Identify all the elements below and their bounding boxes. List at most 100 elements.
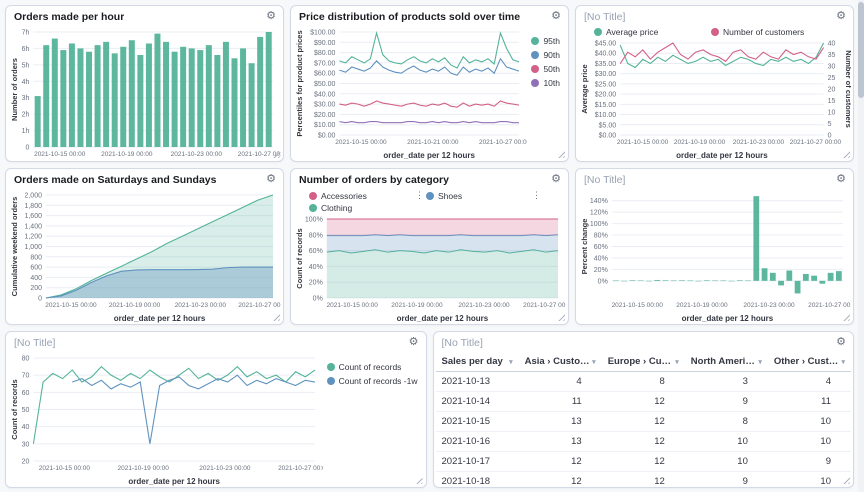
resize-handle[interactable] bbox=[841, 149, 850, 158]
legend-item[interactable]: Number of customers bbox=[711, 27, 828, 37]
svg-text:5: 5 bbox=[828, 121, 832, 128]
scrollbar-track[interactable] bbox=[858, 0, 864, 492]
svg-text:100%: 100% bbox=[305, 217, 323, 224]
table-row[interactable]: 2021-10-17 12 12 10 9 bbox=[435, 451, 851, 472]
svg-text:2021-10-27 00:00: 2021-10-27 00:00 bbox=[523, 302, 566, 309]
svg-text:120%: 120% bbox=[590, 210, 608, 217]
panel-sales-table: [No Title] ⚙ Sales per day ▾ Asia › Custom… bbox=[432, 331, 854, 488]
column-header[interactable]: Sales per day ▾ bbox=[435, 352, 519, 372]
column-header[interactable]: Europe › Customer count▾ bbox=[601, 352, 685, 372]
value-cell: 12 bbox=[518, 471, 602, 487]
resize-handle[interactable] bbox=[556, 312, 565, 321]
panel-title: [No Title] bbox=[584, 174, 626, 186]
svg-text:2021-10-27 00:00: 2021-10-27 00:00 bbox=[790, 139, 842, 146]
panel-title[interactable]: Number of orders by category bbox=[299, 174, 449, 186]
legend-label: 10th bbox=[543, 78, 560, 88]
column-header[interactable]: Other › Customer count▾ bbox=[767, 352, 851, 372]
gear-icon[interactable]: ⚙ bbox=[551, 10, 561, 22]
resize-handle[interactable] bbox=[271, 149, 280, 158]
percent-change-chart[interactable]: 0% 20% 40% 60% 80% 100% 120% 140% 2021-10-15 00:… bbox=[576, 188, 853, 324]
legend-dot-icon bbox=[531, 65, 540, 73]
legend-label: Average price bbox=[606, 27, 659, 37]
gear-icon[interactable]: ⚙ bbox=[266, 10, 276, 22]
legend-item[interactable]: 95th bbox=[531, 36, 560, 46]
x-axis-title: order_date per 12 hours bbox=[383, 151, 475, 160]
svg-text:0: 0 bbox=[38, 296, 42, 303]
sort-caret-icon[interactable]: ▾ bbox=[758, 358, 762, 366]
svg-text:$20.00: $20.00 bbox=[595, 92, 617, 99]
panel-title[interactable]: Orders made per hour bbox=[14, 11, 125, 23]
kebab-menu-icon[interactable]: ⋮ bbox=[532, 190, 542, 200]
panel-title[interactable]: Price distribution of products sold over… bbox=[299, 11, 521, 23]
svg-text:$10.00: $10.00 bbox=[314, 122, 336, 129]
value-cell: 3 bbox=[684, 371, 768, 392]
scrollbar-thumb[interactable] bbox=[858, 2, 864, 98]
svg-text:70: 70 bbox=[22, 373, 30, 380]
legend-item[interactable]: 90th bbox=[531, 50, 560, 60]
orders-by-category-chart[interactable]: Accessories ⋮ Shoes ⋮ Clothing 0% 20% 40% 60% 80%… bbox=[291, 188, 568, 324]
svg-text:100%: 100% bbox=[590, 221, 608, 228]
series-group bbox=[32, 365, 316, 444]
svg-text:2021-10-15 00:00: 2021-10-15 00:00 bbox=[612, 302, 664, 309]
kebab-menu-icon[interactable]: ⋮ bbox=[415, 190, 425, 200]
legend-label: Number of customers bbox=[723, 27, 805, 37]
svg-text:$15.00: $15.00 bbox=[595, 102, 617, 109]
column-header-label: Sales per day bbox=[441, 356, 503, 367]
legend-item[interactable]: Shoes ⋮ bbox=[426, 190, 543, 201]
resize-handle[interactable] bbox=[841, 475, 850, 484]
sales-per-day-table[interactable]: Sales per day▾Asia › Customer count▾Euro… bbox=[434, 351, 854, 487]
column-header[interactable]: Asia › Customer count▾ bbox=[518, 352, 602, 372]
legend-item[interactable]: Clothing bbox=[309, 203, 426, 213]
gear-icon[interactable]: ⚙ bbox=[408, 336, 419, 348]
panel-title[interactable]: Orders made on Saturdays and Sundays bbox=[14, 174, 217, 186]
legend-dot-icon bbox=[426, 191, 435, 200]
panel-orders-per-hour: Orders made per hour ⚙ 0 1h 2h 3h 4h 5h 6h 7h 20… bbox=[5, 5, 284, 162]
svg-text:10: 10 bbox=[828, 110, 836, 117]
resize-handle[interactable] bbox=[556, 149, 565, 158]
svg-text:2021-10-27 00:00: 2021-10-27 00:00 bbox=[808, 302, 851, 309]
avg-price-customers-chart[interactable]: Average price Number of customers $0.00 $5.… bbox=[576, 25, 853, 161]
gear-icon[interactable]: ⚙ bbox=[836, 173, 846, 185]
panel-header: [No Title] ⚙ bbox=[576, 169, 853, 188]
table-row[interactable]: 2021-10-15 13 12 8 10 bbox=[435, 411, 851, 432]
weekend-orders-chart[interactable]: 0 200 400 600 800 1,000 1,200 1,400 1,600 1,800 2,… bbox=[6, 188, 283, 324]
gear-icon[interactable]: ⚙ bbox=[836, 10, 846, 22]
sort-caret-icon[interactable]: ▾ bbox=[509, 358, 513, 366]
legend-item[interactable]: Average price bbox=[594, 27, 711, 37]
sort-caret-icon[interactable]: ▾ bbox=[675, 358, 679, 366]
gear-icon[interactable]: ⚙ bbox=[551, 173, 561, 185]
resize-handle[interactable] bbox=[413, 475, 423, 484]
table-row[interactable]: 2021-10-18 12 12 9 10 bbox=[435, 471, 851, 487]
svg-text:140%: 140% bbox=[590, 198, 608, 205]
legend-label: Accessories bbox=[321, 190, 367, 201]
legend-item[interactable]: 10th bbox=[531, 78, 560, 88]
resize-handle[interactable] bbox=[271, 312, 280, 321]
legend-item[interactable]: Count of records bbox=[326, 362, 418, 372]
legend-item[interactable]: Accessories ⋮ bbox=[309, 190, 426, 201]
value-cell: 9 bbox=[684, 391, 768, 412]
count-of-records-chart[interactable]: 20 30 40 50 60 70 80 2021-10-15 00:00 2021-10-19… bbox=[6, 351, 426, 487]
gear-icon[interactable]: ⚙ bbox=[266, 173, 276, 185]
table-row[interactable]: 2021-10-16 13 12 10 10 bbox=[435, 431, 851, 452]
price-distribution-chart[interactable]: $0.00 $10.00 $20.00 $30.00 $40.00 $50.00 $60.0… bbox=[291, 25, 568, 161]
x-axis: 2021-10-15 00:00 2021-10-19 00:00 2021-10-… bbox=[45, 302, 281, 309]
panel-header: Number of orders by category ⚙ bbox=[291, 169, 568, 188]
x-axis-title: order_date per 12 hours bbox=[676, 151, 768, 160]
svg-text:4h: 4h bbox=[22, 79, 30, 86]
table-row[interactable]: 2021-10-13 4 8 3 4 bbox=[435, 371, 851, 392]
svg-text:80%: 80% bbox=[594, 233, 608, 240]
legend-dot-icon bbox=[531, 37, 540, 45]
chart-canvas: 0 200 400 600 800 1,000 1,200 1,400 1,600 1,800 2,… bbox=[10, 193, 281, 324]
sort-caret-icon[interactable]: ▾ bbox=[592, 358, 596, 366]
column-header[interactable]: North America › Customer count▾ bbox=[684, 352, 768, 372]
gear-icon[interactable]: ⚙ bbox=[836, 336, 846, 348]
resize-handle[interactable] bbox=[841, 312, 850, 321]
orders-per-hour-chart[interactable]: 0 1h 2h 3h 4h 5h 6h 7h 2021-10-15 00:00 2021-10-1… bbox=[6, 25, 283, 161]
legend-item[interactable]: 50th bbox=[531, 64, 560, 74]
svg-text:40: 40 bbox=[22, 424, 30, 431]
y-right-axis-title: Number of customers bbox=[844, 50, 851, 128]
legend-item[interactable]: Count of records -1w bbox=[326, 376, 418, 386]
chart-canvas: 0% 20% 40% 60% 80% 100% 120% 140% 2021-10-15 00:… bbox=[580, 196, 851, 323]
sort-caret-icon[interactable]: ▾ bbox=[841, 358, 845, 366]
table-row[interactable]: 2021-10-14 11 12 9 11 bbox=[435, 391, 851, 412]
